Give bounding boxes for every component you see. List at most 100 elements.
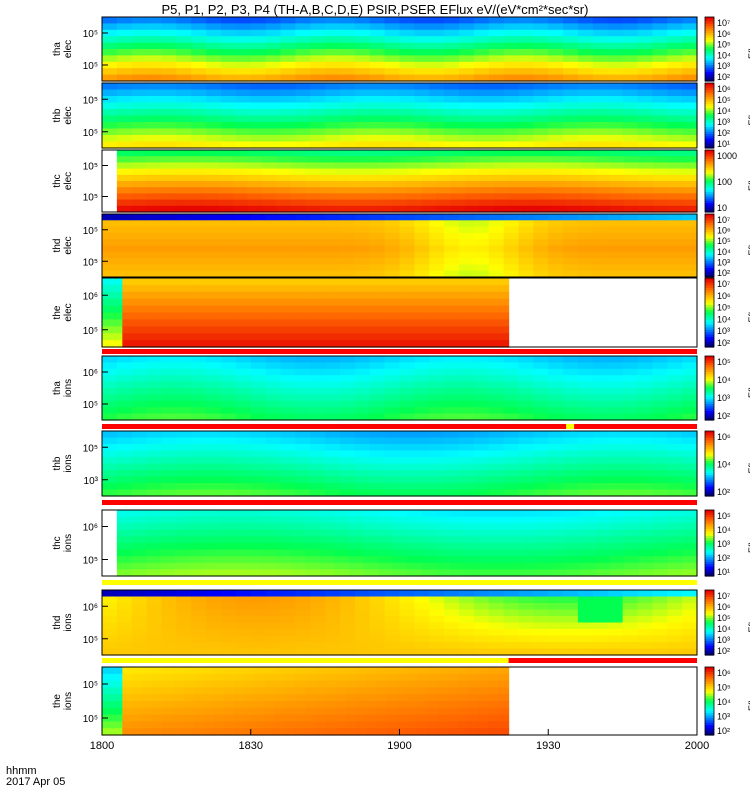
heat-cell — [146, 141, 163, 149]
heat-cell — [265, 489, 282, 497]
colorbar-swatch — [705, 92, 714, 96]
heat-cell — [203, 714, 215, 722]
heat-cell — [335, 278, 347, 286]
heat-cell — [459, 394, 475, 402]
heat-cell — [652, 635, 668, 643]
heat-cell — [152, 284, 164, 293]
heat-cell — [518, 596, 534, 604]
heat-cell — [522, 510, 539, 518]
heat-cell — [488, 707, 500, 716]
heat-cell — [450, 174, 466, 182]
heat-cell — [310, 642, 326, 650]
heat-cell — [508, 181, 524, 188]
heat-cell — [234, 687, 245, 695]
heat-cell — [414, 42, 430, 50]
heat-cell — [473, 609, 490, 617]
heat-cell — [450, 569, 466, 577]
heat-cell — [537, 562, 553, 570]
heat-cell — [580, 156, 597, 163]
heat-cell — [637, 232, 653, 240]
heat-cell — [254, 298, 266, 307]
heat-cell — [325, 340, 337, 348]
heat-cell — [310, 55, 326, 63]
heat-cell — [274, 728, 286, 736]
heat-cell — [548, 135, 564, 143]
heat-cell — [498, 333, 510, 341]
heat-cell — [250, 17, 267, 24]
heat-cell — [459, 356, 475, 363]
heat-cell — [131, 536, 147, 544]
heat-cell — [250, 413, 267, 421]
heat-cell — [503, 61, 520, 69]
heat-cell — [131, 150, 147, 157]
heat-cell — [548, 55, 564, 63]
heat-cell — [444, 444, 460, 452]
heat-cell — [335, 326, 347, 334]
heat-cell — [396, 284, 408, 293]
heat-cell — [122, 340, 134, 348]
heat-cell — [548, 444, 564, 452]
heat-cell — [366, 319, 378, 327]
heat-cell — [161, 23, 177, 31]
heat-cell — [479, 549, 495, 557]
heat-cell — [508, 556, 524, 564]
heat-cell — [250, 122, 267, 130]
heat-cell — [250, 375, 267, 383]
heat-cell — [522, 150, 539, 157]
heat-cell — [274, 333, 286, 341]
colorbar-swatch — [705, 679, 714, 683]
heat-cell — [305, 562, 321, 570]
heat-cell — [522, 174, 539, 182]
heat-cell — [518, 68, 534, 76]
heat-cell — [563, 356, 579, 363]
heat-cell — [473, 102, 490, 110]
heat-cell — [384, 115, 401, 123]
heat-cell — [392, 543, 408, 551]
heat-cell — [386, 714, 398, 722]
heat-cell — [265, 61, 282, 69]
heat-cell — [191, 23, 207, 31]
heat-cell — [189, 569, 205, 577]
heat-cell — [427, 714, 439, 722]
heat-cell — [551, 187, 568, 194]
heat-cell — [503, 55, 520, 63]
heat-cell — [518, 483, 534, 491]
heat-cell — [193, 284, 205, 293]
heat-cell — [261, 205, 278, 213]
heat-cell — [406, 556, 423, 564]
heat-cell — [518, 400, 534, 408]
heat-cell — [595, 569, 611, 577]
heat-cell — [414, 413, 430, 421]
heat-cell — [162, 694, 174, 702]
heat-cell — [162, 340, 174, 348]
heat-cell — [457, 721, 469, 729]
panel-frame — [101, 82, 698, 149]
heat-cell — [638, 529, 655, 537]
heat-cell — [191, 463, 207, 471]
y-tick-label: 10⁶ — [83, 368, 98, 379]
heat-cell — [429, 457, 445, 465]
heat-cell — [122, 278, 134, 286]
heat-cell — [652, 128, 668, 136]
heat-cell — [122, 667, 134, 675]
heat-cell — [595, 187, 611, 194]
heat-cell — [191, 400, 207, 408]
heat-cell — [221, 258, 237, 265]
heat-cell — [369, 17, 386, 24]
heat-cell — [667, 96, 683, 104]
colorbar-label: Eflux — [747, 453, 750, 474]
heat-cell — [203, 156, 219, 163]
heat-cell — [578, 55, 594, 63]
heat-cell — [325, 264, 341, 272]
heat-cell — [174, 543, 190, 551]
heat-cell — [444, 17, 460, 24]
heat-cell — [607, 368, 624, 376]
heat-cell — [488, 629, 505, 637]
heat-cell — [232, 168, 248, 176]
heat-cell — [234, 721, 245, 729]
heat-cell — [498, 673, 510, 682]
heat-cell — [384, 102, 401, 110]
heat-cell — [335, 694, 347, 702]
colorbar-swatch — [705, 447, 714, 451]
heat-cell — [667, 590, 683, 598]
